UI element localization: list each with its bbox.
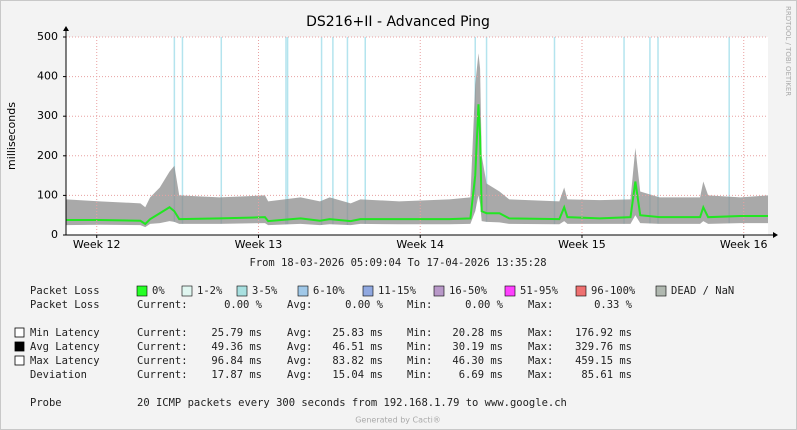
stat-value: 0.00 % xyxy=(224,299,263,311)
legend-label: Packet Loss xyxy=(30,285,100,297)
stat-value: 46.30 ms xyxy=(452,355,503,367)
probe-text: 20 ICMP packets every 300 seconds from 1… xyxy=(137,397,567,409)
y-tick-label: 0 xyxy=(51,228,58,241)
stat-value: 0.33 % xyxy=(594,299,633,311)
legend-swatch xyxy=(136,285,148,297)
stat-label: Avg: xyxy=(287,327,312,339)
range-text: From 18-03-2026 05:09:04 To 17-04-2026 1… xyxy=(249,257,546,269)
x-tick-label: Week 14 xyxy=(396,238,444,251)
stat-row-label: Avg Latency xyxy=(30,341,100,353)
stat-value: 49.36 ms xyxy=(211,341,262,353)
stat-label: Avg: xyxy=(287,341,312,353)
y-tick-label: 300 xyxy=(37,109,58,122)
x-tick-label: Week 13 xyxy=(235,238,283,251)
y-tick-label: 100 xyxy=(37,188,58,201)
stat-label: Current: xyxy=(137,369,188,381)
legend-swatch xyxy=(433,285,445,297)
latency-line xyxy=(66,104,768,226)
legend-label: 6-10% xyxy=(313,285,345,297)
legend-swatch xyxy=(297,285,309,297)
stat-label: Current: xyxy=(137,355,188,367)
stat-label: Min: xyxy=(407,299,432,311)
legend-label: 0% xyxy=(152,285,165,297)
stat-label: Current: xyxy=(137,341,188,353)
x-tick-label: Week 15 xyxy=(558,238,606,251)
legend-checkbox xyxy=(14,341,25,352)
stat-label: Min: xyxy=(407,341,432,353)
y-axis-label: milliseconds xyxy=(5,102,18,170)
stat-row-label: Min Latency xyxy=(30,327,100,339)
stat-value: 20.28 ms xyxy=(452,327,503,339)
stat-value: 459.15 ms xyxy=(575,355,632,367)
stat-value: 96.84 ms xyxy=(211,355,262,367)
stat-value: 15.04 ms xyxy=(332,369,383,381)
stat-label: Avg: xyxy=(287,369,312,381)
stat-value: 0.00 % xyxy=(345,299,384,311)
chart-title: DS216+II - Advanced Ping xyxy=(306,14,490,30)
legend-label: 96-100% xyxy=(591,285,636,297)
legend-swatch xyxy=(181,285,193,297)
legend-swatch xyxy=(362,285,374,297)
stat-value: 176.92 ms xyxy=(575,327,632,339)
stat-value: 329.76 ms xyxy=(575,341,632,353)
legend-label: 16-50% xyxy=(449,285,488,297)
legend-checkbox xyxy=(14,327,25,338)
stat-row-label: Max Latency xyxy=(30,355,100,367)
stat-value: 46.51 ms xyxy=(332,341,383,353)
stat-label: Min: xyxy=(407,327,432,339)
legend-checkbox xyxy=(14,355,25,366)
legend-label: 1-2% xyxy=(197,285,223,297)
stat-label: Current: xyxy=(137,299,188,311)
stat-label: Min: xyxy=(407,355,432,367)
y-tick-label: 200 xyxy=(37,149,58,162)
legend-label: 3-5% xyxy=(252,285,278,297)
probe-label: Probe xyxy=(30,397,62,409)
stat-row-label: Deviation xyxy=(30,369,87,381)
x-tick-label: Week 12 xyxy=(73,238,121,251)
x-tick-label: Week 16 xyxy=(720,238,768,251)
legend-swatch xyxy=(655,285,667,297)
watermark: RRDTOOL / TOBI OETIKER xyxy=(784,6,792,96)
axes xyxy=(65,29,774,236)
stat-value: 6.69 ms xyxy=(459,369,503,381)
stat-value: 83.82 ms xyxy=(332,355,383,367)
legend-swatch xyxy=(575,285,587,297)
footer: Generated by Cacti® xyxy=(355,416,441,425)
latency-band xyxy=(66,195,768,235)
stat-value: 0.00 % xyxy=(465,299,504,311)
stat-value: 25.83 ms xyxy=(332,327,383,339)
y-tick-label: 400 xyxy=(37,70,58,83)
stat-label: Max: xyxy=(528,299,553,311)
stat-label: Max: xyxy=(528,355,553,367)
stat-label: Max: xyxy=(528,341,553,353)
stat-value: 85.61 ms xyxy=(581,369,632,381)
legend-swatch xyxy=(504,285,516,297)
stat-label: Avg: xyxy=(287,299,312,311)
stat-label: Current: xyxy=(137,327,188,339)
stat-value: 25.79 ms xyxy=(211,327,262,339)
y-tick-label: 500 xyxy=(37,30,58,43)
stat-value: 30.19 ms xyxy=(452,341,503,353)
stat-row-label: Packet Loss xyxy=(30,299,100,311)
stat-label: Min: xyxy=(407,369,432,381)
stat-label: Max: xyxy=(528,369,553,381)
legend-label: 11-15% xyxy=(378,285,417,297)
stat-value: 17.87 ms xyxy=(211,369,262,381)
stat-label: Max: xyxy=(528,327,553,339)
legend-label: 51-95% xyxy=(520,285,559,297)
legend-swatch xyxy=(236,285,248,297)
stat-label: Avg: xyxy=(287,355,312,367)
legend-label: DEAD / NaN xyxy=(671,285,734,297)
